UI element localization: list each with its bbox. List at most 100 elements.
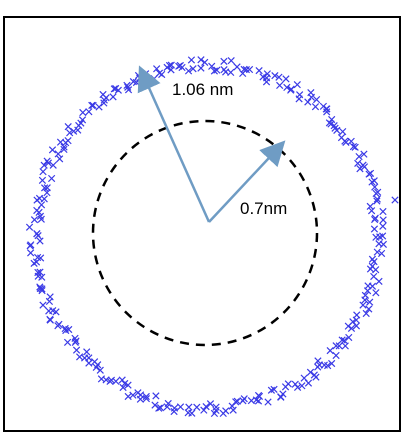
scatter-point: [219, 409, 227, 418]
scatter-point: [233, 63, 241, 71]
scatter-point: [326, 347, 334, 355]
scatter-point: [100, 99, 108, 107]
scatter-point: [151, 401, 159, 409]
scatter-point: [345, 333, 353, 342]
scatter-point: [121, 379, 129, 388]
scatter-point: [314, 357, 322, 365]
scatter-point: [46, 316, 54, 324]
scatter-point: [167, 61, 175, 69]
scatter-point: [347, 137, 355, 145]
scatter-point: [378, 232, 387, 240]
scatter-point: [371, 183, 379, 191]
scatter-point: [332, 351, 340, 360]
scatter-point: [213, 66, 221, 74]
scatter-point: [129, 77, 138, 86]
scatter-point: [163, 403, 171, 411]
scatter-point: [208, 62, 216, 70]
scatter-point: [89, 101, 97, 110]
scatter-point: [373, 195, 381, 203]
scatter-point: [379, 216, 387, 224]
scatter-point: [298, 382, 306, 390]
scatter-point: [36, 237, 44, 245]
scatter-point: [276, 81, 284, 90]
scatter-point: [85, 359, 93, 367]
scatter-point: [71, 334, 79, 342]
scatter-point: [338, 336, 346, 344]
scatter-point: [307, 93, 316, 101]
scatter-point: [46, 293, 54, 301]
scatter-point: [193, 403, 201, 411]
scatter-point: [311, 103, 320, 111]
scatter-point: [267, 386, 276, 394]
scatter-point: [119, 383, 127, 392]
scatter-point: [349, 142, 358, 151]
scatter-point: [33, 206, 41, 215]
scatter-point: [335, 342, 343, 350]
scatter-point: [255, 67, 263, 75]
scatter-point: [284, 380, 292, 388]
scatter-point: [52, 308, 60, 316]
scatter-point: [124, 83, 132, 91]
scatter-point: [83, 348, 91, 356]
scatter-point: [365, 305, 373, 313]
scatter-point: [372, 233, 380, 241]
scatter-point: [142, 392, 150, 401]
scatter-point: [361, 296, 369, 304]
scatter-point: [39, 301, 47, 309]
scatter-point: [36, 283, 44, 291]
scatter-point: [347, 324, 356, 332]
scatter-point: [212, 403, 220, 411]
scatter-point: [220, 66, 228, 74]
scatter-point: [283, 83, 291, 92]
scatter-point: [134, 389, 142, 397]
plot-frame: [3, 16, 401, 432]
scatter-point: [63, 338, 72, 346]
scatter-point: [34, 268, 42, 277]
scatter-point: [109, 93, 117, 101]
scatter-point: [39, 168, 47, 176]
outer-radius-arrow: [137, 65, 211, 223]
scatter-point: [45, 307, 53, 315]
scatter-point: [165, 61, 174, 70]
outer-radius-label: 1.06 nm: [172, 80, 233, 99]
scatter-point: [264, 398, 272, 406]
scatter-point: [48, 174, 56, 183]
scatter-point: [277, 393, 285, 401]
scatter-point: [341, 137, 349, 145]
scatter-points: [25, 56, 399, 418]
scatter-point: [293, 81, 301, 89]
scatter-point: [102, 94, 110, 102]
scatter-point: [229, 406, 237, 414]
scatter-point: [323, 105, 331, 113]
scatter-point: [210, 67, 219, 75]
scatter-point: [112, 377, 120, 385]
scatter-point: [118, 376, 126, 384]
scatter-point: [355, 152, 363, 161]
scatter-point: [271, 71, 279, 80]
scatter-point: [240, 395, 248, 403]
scatter-point: [197, 64, 205, 72]
scatter-point: [293, 383, 302, 391]
scatter-point: [72, 346, 81, 354]
scatter-point: [36, 254, 45, 262]
scatter-point: [79, 108, 87, 117]
scatter-point: [296, 91, 304, 99]
scatter-point: [362, 309, 370, 318]
scatter-point: [262, 74, 271, 82]
scatter-point: [142, 395, 151, 403]
scatter-point: [184, 409, 192, 417]
scatter-point: [379, 222, 387, 230]
scatter-point: [27, 241, 35, 249]
scatter-point: [373, 197, 381, 205]
scatter-point: [25, 223, 34, 231]
scatter-point: [56, 155, 64, 163]
scatter-point: [96, 366, 104, 374]
scatter-point: [366, 202, 374, 210]
scatter-point: [351, 143, 359, 151]
scatter-point: [328, 359, 336, 368]
scatter-point: [54, 322, 62, 330]
scatter-point: [371, 215, 379, 224]
scatter-point: [323, 108, 331, 116]
scatter-point: [377, 249, 386, 258]
